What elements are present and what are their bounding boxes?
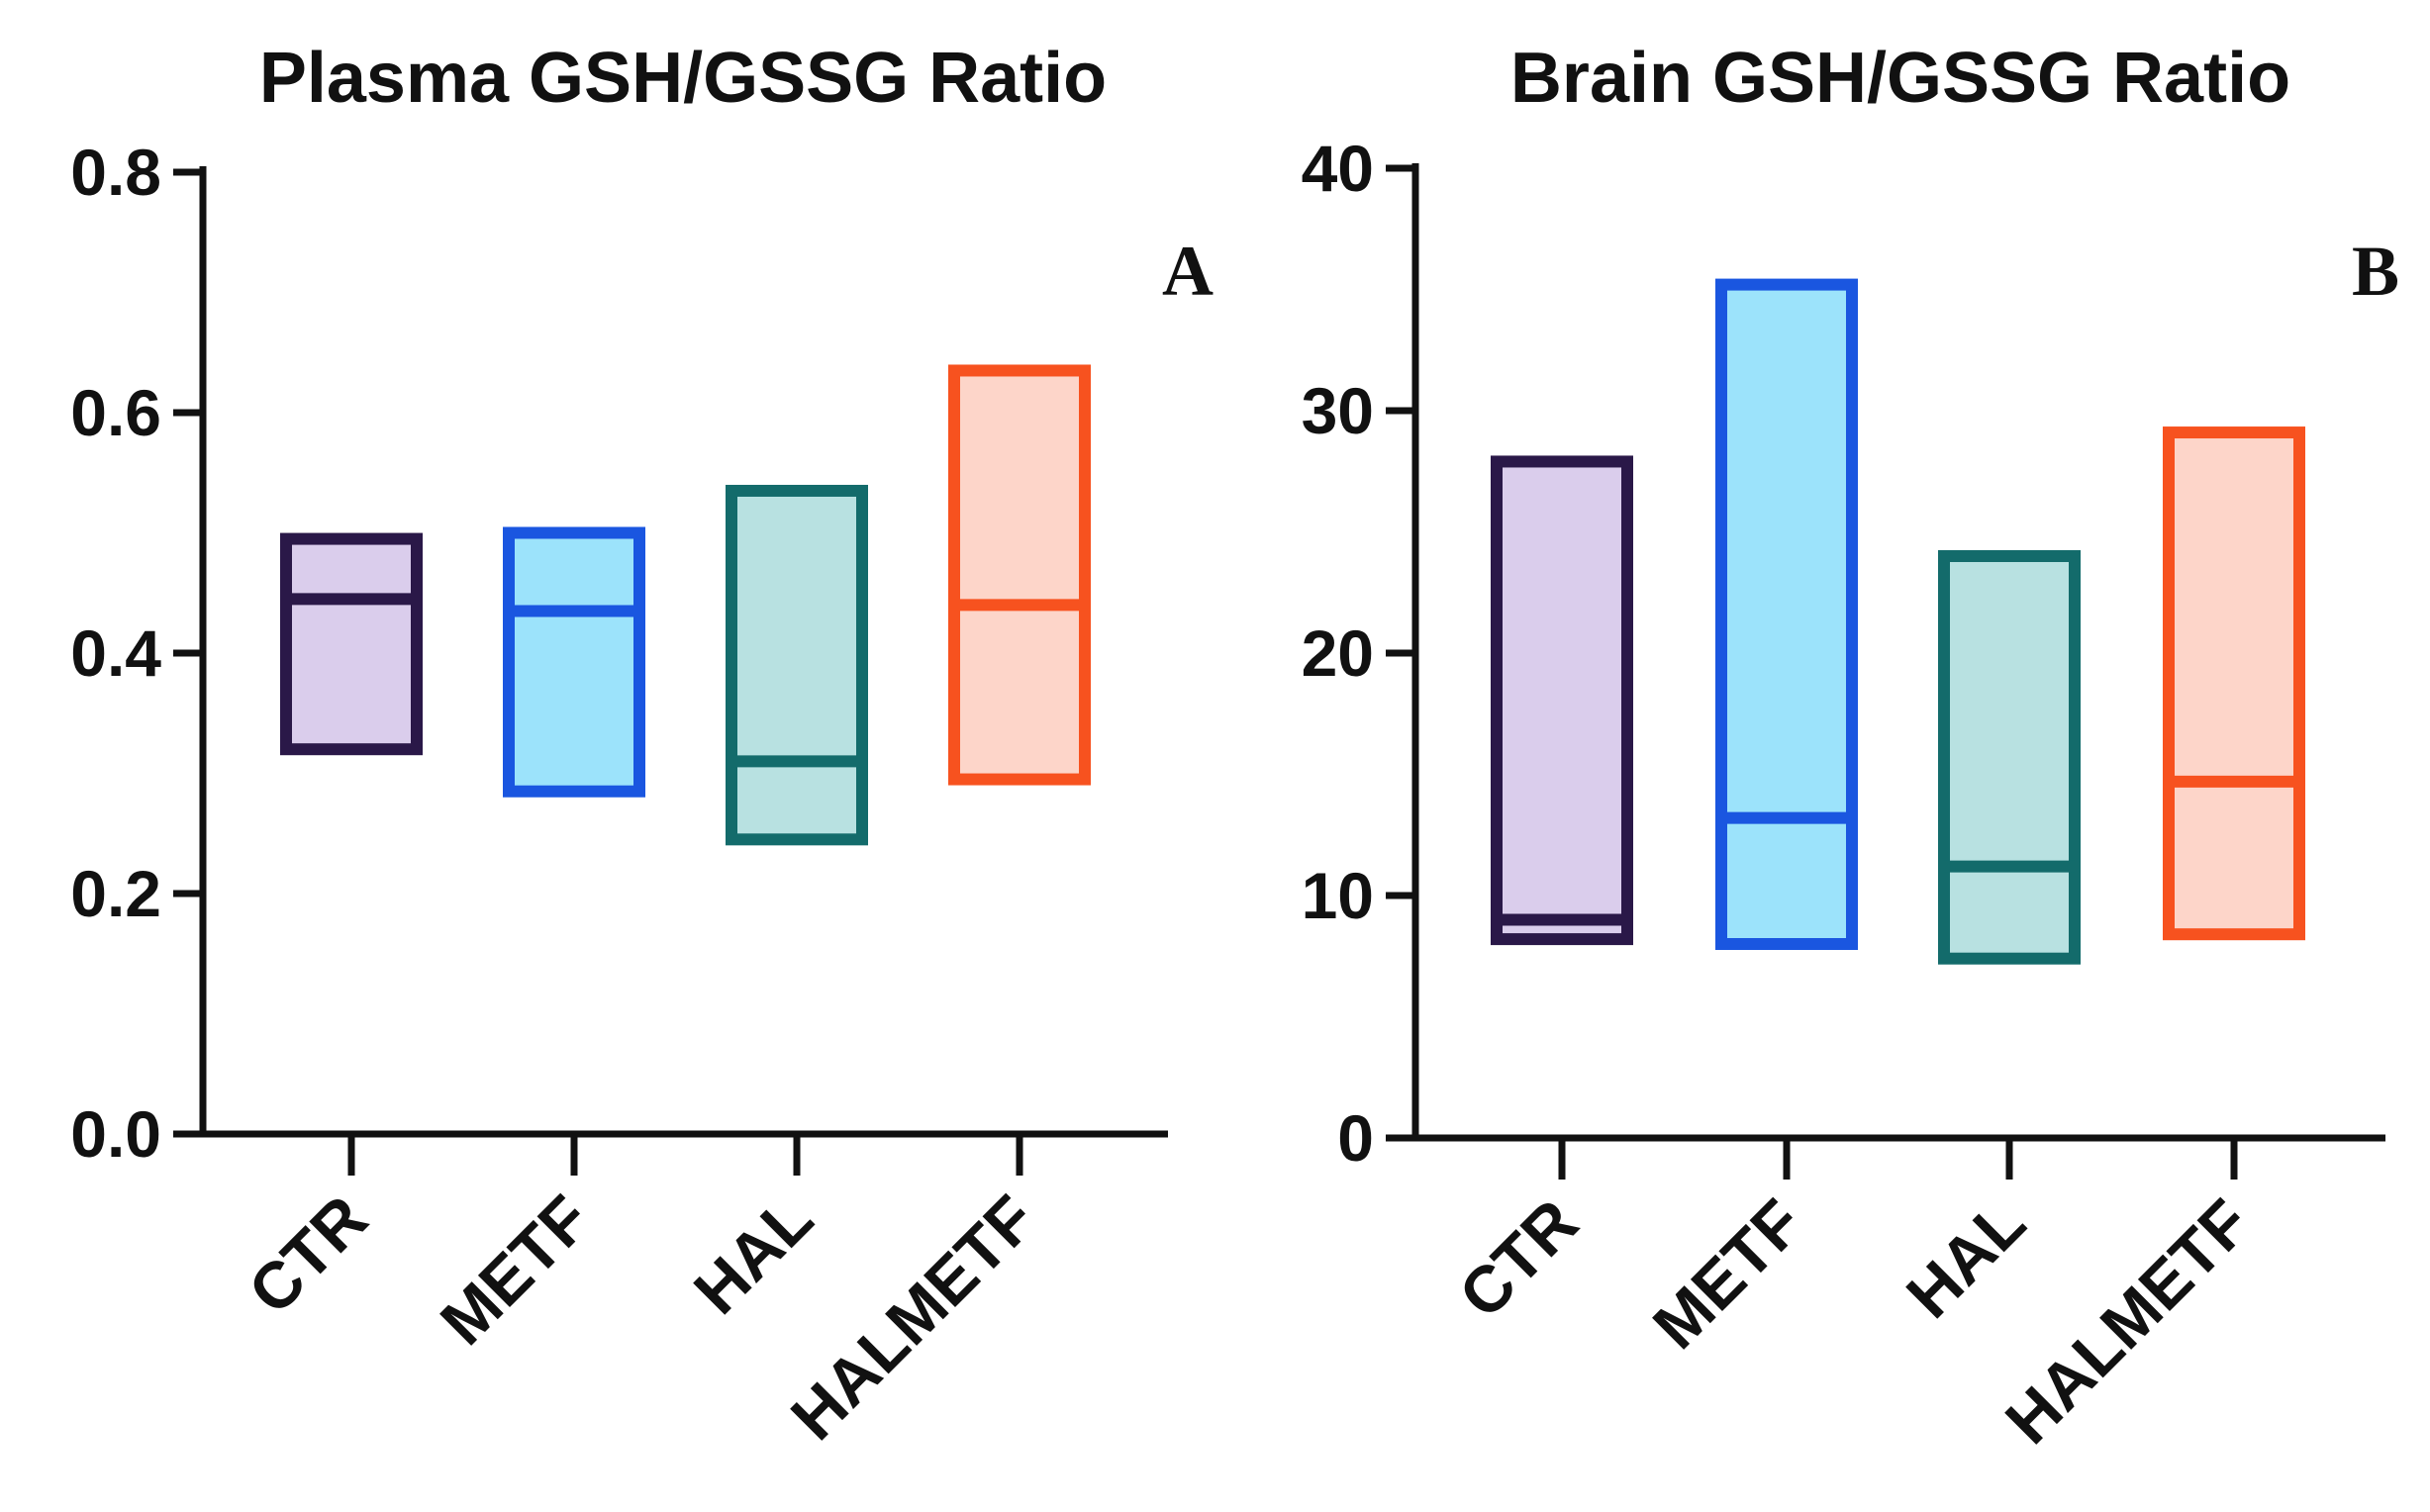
brain-ratio-chart: Brain GSH/GSSG Ratio B 0 10 20 30 40 CTR METF… xyxy=(1302,39,2399,1458)
range-bar-hal xyxy=(1938,550,2081,965)
y-ticks: 0.0 0.2 0.4 0.6 0.8 xyxy=(70,136,203,1171)
x-tick-label: HAL xyxy=(1893,1185,2039,1332)
panel-label: B xyxy=(2352,232,2399,311)
range-bar-metf xyxy=(1715,278,1858,951)
range-bar-halmetf xyxy=(948,364,1091,786)
range-bar-ctr xyxy=(280,532,423,756)
y-tick-label: 20 xyxy=(1302,616,1374,690)
panel-label: A xyxy=(1162,232,1214,311)
y-tick-label: 0 xyxy=(1337,1101,1374,1175)
x-tick-label: CTR xyxy=(235,1181,381,1328)
y-tick-label: 30 xyxy=(1302,374,1374,447)
y-tick-label: 0.6 xyxy=(70,376,161,449)
x-tick-label: HALMETF xyxy=(777,1181,1049,1454)
boxes xyxy=(280,364,1091,846)
y-tick-label: 0.4 xyxy=(70,616,161,690)
range-bar-hal xyxy=(726,484,868,846)
x-tick-label: CTR xyxy=(1445,1185,1592,1332)
x-tick-label: HAL xyxy=(680,1181,826,1328)
chart-title: Plasma GSH/GSSG Ratio xyxy=(259,39,1107,118)
range-bar-ctr xyxy=(1491,455,1633,946)
y-tick-label: 10 xyxy=(1302,859,1374,932)
y-ticks: 0 10 20 30 40 xyxy=(1302,132,1415,1175)
y-tick-label: 0.0 xyxy=(70,1097,161,1171)
x-tick-label: METF xyxy=(427,1181,604,1359)
x-tick-label: HALMETF xyxy=(1992,1185,2264,1458)
range-bar-metf xyxy=(503,526,645,798)
boxes xyxy=(1491,278,2305,965)
y-tick-label: 40 xyxy=(1302,132,1374,205)
x-tick-label: METF xyxy=(1639,1185,1816,1363)
range-bar-halmetf xyxy=(2163,426,2305,941)
chart-title: Brain GSH/GSSG Ratio xyxy=(1510,39,2290,118)
plasma-ratio-chart: Plasma GSH/GSSG Ratio A 0.00.20.40.60.8 … xyxy=(70,39,1214,1454)
y-tick-label: 0.8 xyxy=(70,136,161,209)
y-tick-label: 0.2 xyxy=(70,857,161,930)
